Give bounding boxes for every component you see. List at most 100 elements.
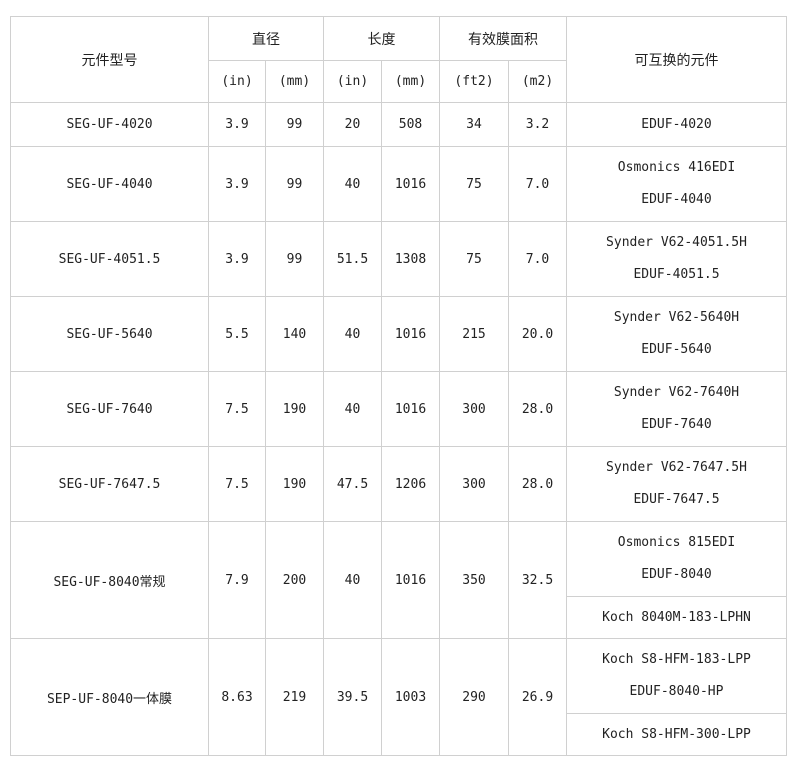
cell-dia-mm: 190 [265,446,324,522]
cell-area-ft2: 75 [439,146,509,222]
cell-dia-mm: 140 [265,296,324,372]
cell-dia-in: 3.9 [208,221,266,297]
cell-len-mm: 1308 [381,221,440,297]
interchangeable-element: Koch S8-HFM-300-LPP [602,726,751,742]
cell-dia-mm: 200 [265,521,324,639]
cell-model: SEG-UF-8040常规 [10,521,209,639]
interchangeable-element: EDUF-4020 [641,116,712,132]
cell-len-mm: 1016 [381,296,440,372]
interchangeable-element: Koch 8040M-183-LPHN [602,609,751,625]
cell-len-in: 40 [323,521,382,639]
header-area: 有效膜面积 [439,16,567,61]
cell-area-m2: 3.2 [508,102,567,147]
cell-len-in: 47.5 [323,446,382,522]
cell-area-m2: 28.0 [508,371,567,447]
interchangeable-element: EDUF-4040 [641,192,712,207]
cell-area-m2: 32.5 [508,521,567,639]
cell-interchangeable: Osmonics 815EDI EDUF-8040 [566,521,787,597]
cell-dia-mm: 219 [265,638,324,756]
cell-dia-in: 8.63 [208,638,266,756]
interchangeable-element: EDUF-4051.5 [633,267,720,282]
cell-interchangeable: Osmonics 416EDI EDUF-4040 [566,146,787,222]
table-row: SEG-UF-4020 3.9 99 20 508 34 3.2 EDUF-4020 [10,102,787,147]
table-row: SEG-UF-8040常规 7.9 200 40 1016 350 32.5 Osmonics… [10,521,787,639]
cell-len-in: 40 [323,371,382,447]
cell-dia-in: 7.5 [208,446,266,522]
cell-len-in: 20 [323,102,382,147]
header-length: 长度 [323,16,440,61]
cell-dia-in: 7.5 [208,371,266,447]
unit-row: (in) (mm) (in) (mm) (ft2) (m2) [11,60,787,103]
interchangeable-element: EDUF-8040-HP [629,684,724,699]
cell-len-mm: 1206 [381,446,440,522]
interchangeable-element: EDUF-7647.5 [633,492,720,507]
cell-area-ft2: 350 [439,521,509,639]
cell-area-m2: 7.0 [508,146,567,222]
unit-len-mm: (mm) [381,60,440,103]
cell-len-in: 40 [323,146,382,222]
cell-dia-mm: 99 [265,221,324,297]
cell-len-in: 51.5 [323,221,382,297]
interchangeable-element: EDUF-5640 [641,342,712,357]
header-model: 元件型号 [10,16,209,103]
cell-dia-mm: 99 [265,102,324,147]
cell-interchangeable: Koch S8-HFM-300-LPP [566,713,787,756]
table-row: SEP-UF-8040一体膜 8.63 219 39.5 1003 290 26.9 Koch… [10,638,787,756]
cell-interchangeable: Synder V62-7640H EDUF-7640 [566,371,787,447]
cell-dia-mm: 99 [265,146,324,222]
cell-area-ft2: 300 [439,371,509,447]
table-row: SEG-UF-4051.5 3.9 99 51.5 1308 75 7.0 Synder V6… [10,221,787,297]
cell-interchangeable: Koch S8-HFM-183-LPP EDUF-8040-HP [566,638,787,714]
cell-len-mm: 1016 [381,371,440,447]
cell-area-m2: 20.0 [508,296,567,372]
table-row: SEG-UF-7647.5 7.5 190 47.5 1206 300 28.0 Synder… [10,446,787,522]
cell-model: SEG-UF-4051.5 [10,221,209,297]
cell-model: SEG-UF-4020 [10,102,209,147]
unit-area-m2: (m2) [508,60,567,103]
interchangeable-element: EDUF-7640 [641,417,712,432]
unit-area-ft2: (ft2) [439,60,509,103]
cell-area-ft2: 34 [439,102,509,147]
cell-dia-in: 3.9 [208,102,266,147]
cell-model: SEG-UF-5640 [10,296,209,372]
cell-model: SEP-UF-8040一体膜 [10,638,209,756]
cell-len-mm: 508 [381,102,440,147]
cell-interchangeable: Synder V62-7647.5H EDUF-7647.5 [566,446,787,522]
table-row: SEG-UF-5640 5.5 140 40 1016 215 20.0 Synder V62… [10,296,787,372]
interchangeable-element: Synder V62-7647.5H [606,460,747,475]
cell-dia-in: 7.9 [208,521,266,639]
unit-len-in: (in) [323,60,382,103]
cell-model: SEG-UF-4040 [10,146,209,222]
cell-dia-in: 5.5 [208,296,266,372]
cell-area-ft2: 75 [439,221,509,297]
interchangeable-element: Koch S8-HFM-183-LPP [602,652,751,667]
interchangeable-element: Osmonics 815EDI [617,535,736,550]
cell-interchangeable: Synder V62-4051.5H EDUF-4051.5 [566,221,787,297]
cell-dia-in: 3.9 [208,146,266,222]
cell-len-in: 40 [323,296,382,372]
table-subrow: Koch S8-HFM-300-LPP [11,713,787,756]
cell-area-ft2: 215 [439,296,509,372]
table-row: SEG-UF-4040 3.9 99 40 1016 75 7.0 Osmonics 416E… [10,146,787,222]
cell-area-m2: 28.0 [508,446,567,522]
unit-dia-mm: (mm) [265,60,324,103]
table-subrow: Koch 8040M-183-LPHN [11,596,787,639]
table-row: SEG-UF-7640 7.5 190 40 1016 300 28.0 Synder V62… [10,371,787,447]
header-diameter: 直径 [208,16,324,61]
cell-interchangeable: Koch 8040M-183-LPHN [566,596,787,639]
cell-dia-mm: 190 [265,371,324,447]
unit-dia-in: (in) [208,60,266,103]
interchangeable-element: EDUF-8040 [641,567,712,582]
header-interchangeable: 可互换的元件 [566,16,787,103]
cell-len-in: 39.5 [323,638,382,756]
cell-area-m2: 26.9 [508,638,567,756]
cell-len-mm: 1016 [381,521,440,639]
interchangeable-element: Synder V62-5640H [613,310,740,325]
interchangeable-element: Synder V62-7640H [613,385,740,400]
cell-len-mm: 1016 [381,146,440,222]
cell-area-ft2: 300 [439,446,509,522]
interchangeable-element: Osmonics 416EDI [617,160,736,175]
cell-interchangeable: EDUF-4020 [566,102,787,147]
cell-model: SEG-UF-7647.5 [10,446,209,522]
membrane-element-table: 元件型号 直径 长度 有效膜面积 可互换的元件 (in) (mm) (in) (… [10,16,787,756]
